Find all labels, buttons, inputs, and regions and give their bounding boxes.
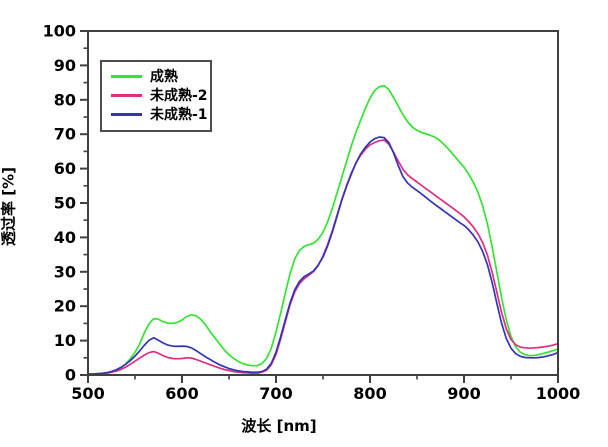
legend-item-1: 未成熟-2 — [102, 86, 210, 105]
y-tick-label: 90 — [54, 56, 76, 75]
legend-item-2: 未成熟-1 — [102, 105, 210, 124]
y-tick-label: 40 — [54, 228, 76, 247]
x-tick-label: 700 — [259, 384, 292, 403]
legend-item-0: 成熟 — [102, 67, 210, 86]
x-tick-label: 800 — [353, 384, 386, 403]
series-line-0 — [87, 84, 559, 375]
legend-line-swatch — [111, 75, 142, 78]
y-tick-label: 30 — [54, 262, 76, 281]
y-tick-label: 80 — [54, 90, 76, 109]
x-tick-label: 500 — [71, 384, 104, 403]
legend-line-swatch — [111, 113, 142, 116]
y-tick-label: 10 — [54, 331, 76, 350]
legend-label: 未成熟-2 — [150, 87, 208, 104]
y-tick-label: 70 — [54, 125, 76, 144]
y-tick-label: 100 — [43, 22, 76, 41]
legend: 成熟未成熟-2 未成熟-1 — [100, 60, 212, 132]
y-tick-label: 20 — [54, 297, 76, 316]
y-axis-title: 透过率 [%] — [0, 167, 18, 246]
legend-label: 成熟 — [150, 68, 178, 85]
x-tick-label: 900 — [447, 384, 480, 403]
y-tick-label: 60 — [54, 159, 76, 178]
y-tick-label: 0 — [65, 366, 76, 385]
y-tick-label: 50 — [54, 194, 76, 213]
x-tick-label: 600 — [165, 384, 198, 403]
legend-line-swatch — [111, 94, 142, 97]
x-axis-title: 波长 [nm] — [241, 417, 317, 435]
series-line-2 — [87, 136, 559, 375]
x-tick-label: 1000 — [536, 384, 581, 403]
legend-label: 未成熟-1 — [150, 106, 208, 123]
